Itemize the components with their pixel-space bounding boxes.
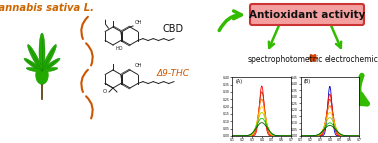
Text: O: O <box>103 89 107 94</box>
Polygon shape <box>26 67 42 72</box>
FancyBboxPatch shape <box>250 4 364 25</box>
Polygon shape <box>28 44 42 71</box>
Text: Antioxidant activity: Antioxidant activity <box>249 9 365 19</box>
Polygon shape <box>42 67 58 72</box>
Polygon shape <box>24 58 42 71</box>
Text: electrochemical: electrochemical <box>325 55 378 64</box>
Text: (B): (B) <box>304 79 311 84</box>
Text: Cannabis sativa L.: Cannabis sativa L. <box>0 3 93 13</box>
Text: OH: OH <box>135 20 143 25</box>
Text: HO: HO <box>116 46 124 51</box>
Text: Δ9-THC: Δ9-THC <box>156 68 189 78</box>
Text: CBD: CBD <box>163 24 184 34</box>
Text: spectrophotometric: spectrophotometric <box>248 55 323 64</box>
Text: (A): (A) <box>235 79 243 84</box>
Polygon shape <box>39 33 45 71</box>
Polygon shape <box>42 44 56 71</box>
Text: OH: OH <box>135 63 143 68</box>
Polygon shape <box>42 58 60 71</box>
Ellipse shape <box>36 66 48 84</box>
